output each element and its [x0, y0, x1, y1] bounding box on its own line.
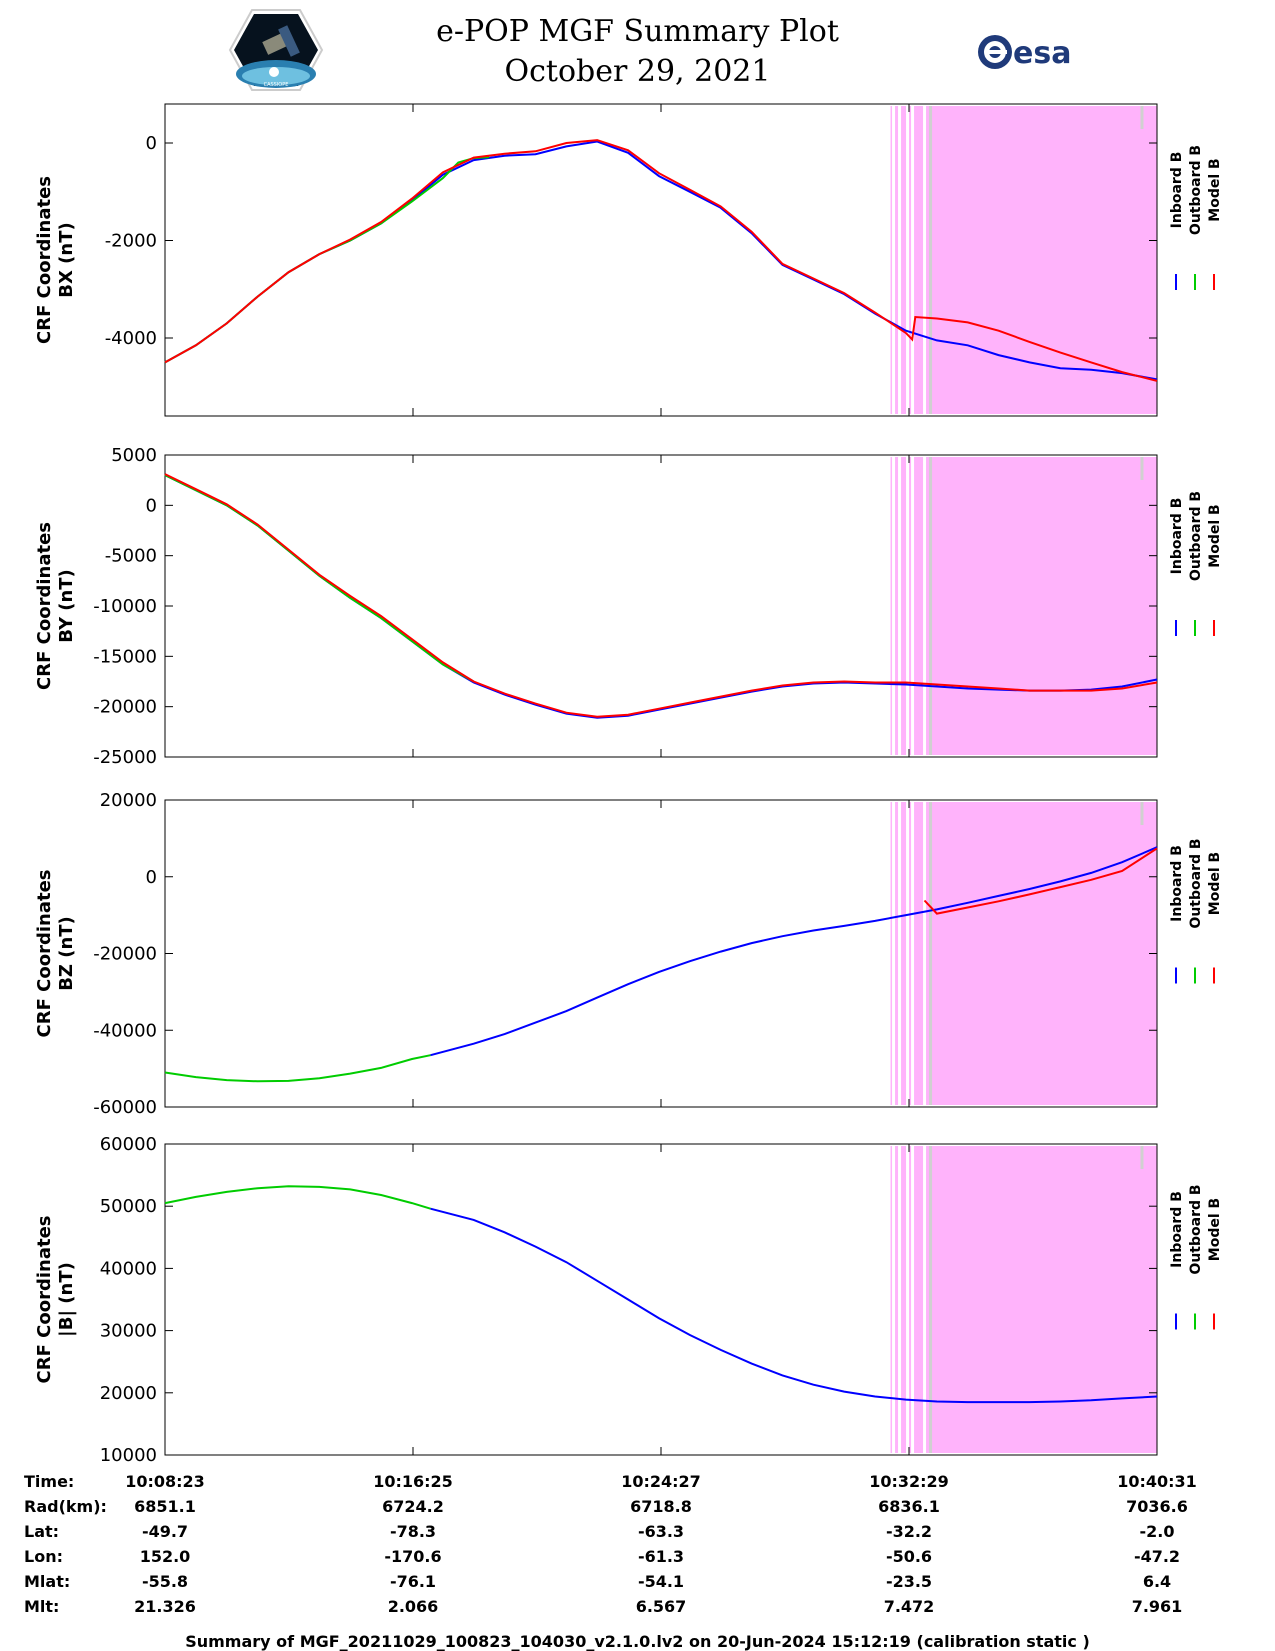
- series-line-outboard-b: [164, 1185, 431, 1210]
- legend-label: Outboard B: [1188, 145, 1204, 235]
- series-line-model-b: [164, 139, 1158, 382]
- legend-label: Inboard B: [1169, 845, 1185, 922]
- y-tick-label: 0: [146, 133, 157, 154]
- page-title: e-POP MGF Summary Plot: [436, 14, 839, 49]
- page-date: October 29, 2021: [504, 54, 771, 89]
- y-tick-label: -5000: [105, 546, 157, 567]
- shaded-region: [890, 457, 1157, 755]
- legend-label: Inboard B: [1169, 152, 1185, 229]
- chart-panel-1: 0 -2000 -4000 CRF Coordinates BX (nT) Inboard…: [34, 103, 1223, 417]
- y-axis-unit-label: BZ (nT): [56, 916, 77, 991]
- y-axis-label: CRF Coordinates: [34, 176, 55, 344]
- series-line-inboard-b: [430, 846, 1158, 1057]
- series-line-outboard-b: [164, 1054, 431, 1083]
- legend-label: Model B: [1207, 852, 1223, 915]
- y-tick-label: -20000: [93, 944, 157, 965]
- title-block: e-POP MGF Summary Plot October 29, 2021: [0, 12, 1275, 92]
- y-axis-unit-label: |B| (nT): [56, 1262, 77, 1337]
- footer-summary: Summary of MGF_20211029_100823_104030_v2…: [185, 1632, 1090, 1651]
- y-tick-label: 30000: [100, 1321, 157, 1342]
- y-tick-label: 20000: [100, 790, 157, 811]
- shaded-region: [890, 802, 1157, 1105]
- cassiope-logo-text: CASSIOPE: [264, 82, 289, 88]
- legend-label: Model B: [1207, 1198, 1223, 1261]
- y-axis-unit-label: BX (nT): [56, 222, 77, 297]
- legend-label: Outboard B: [1188, 1184, 1204, 1274]
- y-tick-label: 40000: [100, 1258, 157, 1279]
- esa-logo-text: esa: [1013, 36, 1071, 71]
- y-tick-label: -10000: [93, 596, 157, 617]
- y-tick-label: 60000: [100, 1134, 157, 1155]
- chart-panel-3: 20000 0 -20000 -40000 -60000 CRF Coordinates B…: [34, 790, 1223, 1118]
- y-tick-label: 0: [146, 867, 157, 888]
- legend-label: Outboard B: [1188, 491, 1204, 581]
- legend-label: Inboard B: [1169, 1191, 1185, 1268]
- legend-label: Model B: [1207, 158, 1223, 221]
- y-tick-label: 50000: [100, 1196, 157, 1217]
- y-axis-label: CRF Coordinates: [34, 870, 55, 1038]
- chart-panel-4: 60000 50000 40000 30000 20000 10000 CRF Coordi…: [34, 1134, 1223, 1466]
- y-axis-label: CRF Coordinates: [34, 522, 55, 690]
- y-tick-label: 20000: [100, 1383, 157, 1404]
- y-axis-label: CRF Coordinates: [34, 1216, 55, 1384]
- series-line-model-b: [164, 473, 1158, 718]
- y-tick-label: -20000: [93, 697, 157, 718]
- series-line-inboard-b: [430, 1207, 1158, 1404]
- y-tick-label: 5000: [111, 445, 157, 466]
- y-tick-label: -2000: [105, 231, 157, 252]
- series-line-model-b: [923, 847, 1158, 915]
- cassiope-logo: CASSIOPE: [228, 8, 324, 96]
- y-tick-label: -40000: [93, 1020, 157, 1041]
- shaded-region: [890, 106, 1157, 414]
- legend-label: Outboard B: [1188, 838, 1204, 928]
- y-tick-label: 10000: [100, 1445, 157, 1466]
- esa-logo: esa: [975, 30, 1085, 78]
- legend-label: Model B: [1207, 504, 1223, 567]
- legend-label: Inboard B: [1169, 498, 1185, 575]
- y-axis-unit-label: BY (nT): [56, 569, 77, 643]
- chart-panel-2: 5000 0 -5000 -10000 -15000 -20000 -25000 CRF Co…: [34, 445, 1223, 768]
- y-tick-label: -60000: [93, 1097, 157, 1118]
- y-tick-label: 0: [146, 495, 157, 516]
- y-tick-label: -4000: [105, 328, 157, 349]
- y-tick-label: -25000: [93, 747, 157, 768]
- y-tick-label: -15000: [93, 646, 157, 667]
